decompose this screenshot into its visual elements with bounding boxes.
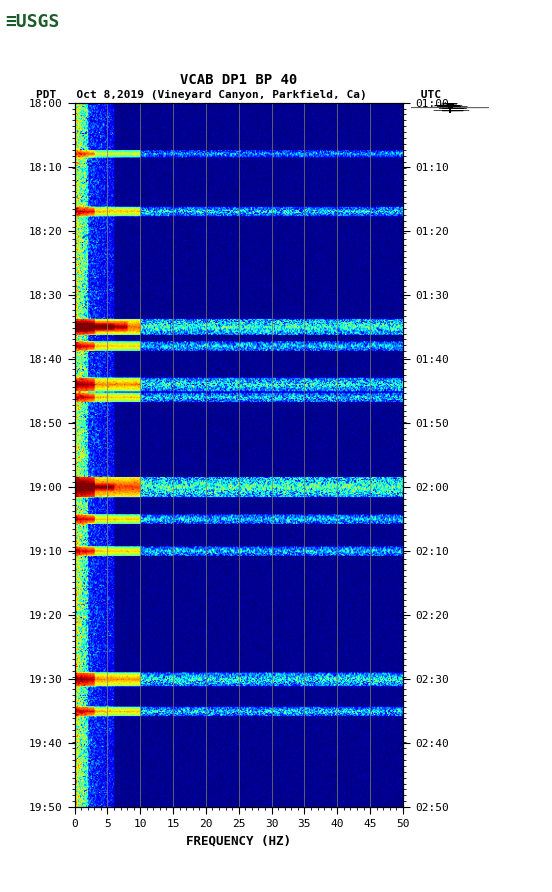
Text: PDT   Oct 8,2019 (Vineyard Canyon, Parkfield, Ca)        UTC: PDT Oct 8,2019 (Vineyard Canyon, Parkfie… (36, 90, 441, 101)
Text: ≡USGS: ≡USGS (6, 13, 60, 31)
Text: VCAB DP1 BP 40: VCAB DP1 BP 40 (180, 73, 298, 87)
X-axis label: FREQUENCY (HZ): FREQUENCY (HZ) (186, 835, 291, 847)
